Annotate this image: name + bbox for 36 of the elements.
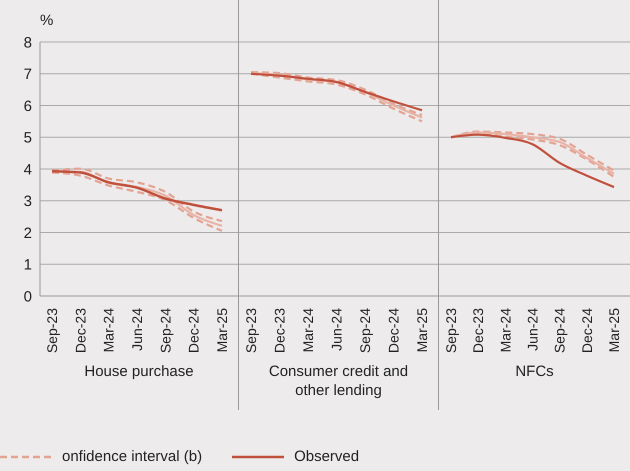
y-tick-label: 2 [24, 224, 32, 242]
x-tick-label: Sep-23 [443, 308, 459, 354]
x-tick-label: Sep-24 [157, 308, 174, 354]
x-tick-label: Mar-25 [214, 308, 230, 352]
x-tick-label: Jun-24 [524, 308, 540, 351]
x-axis-title: NFCs [514, 362, 555, 381]
legend-label: Observed [294, 448, 360, 465]
x-tick-label: Dec-24 [386, 308, 402, 354]
x-tick-label: Sep-24 [552, 308, 568, 354]
y-tick-label: 4 [24, 161, 32, 178]
y-axis-title: % [40, 12, 54, 29]
x-tick-label: Mar-25 [414, 308, 430, 352]
x-tick-label: Mar-24 [300, 308, 316, 352]
y-tick-label: 0 [24, 288, 32, 306]
x-tick-label: Mar-24 [100, 308, 117, 352]
x-tick-label: Dec-23 [72, 308, 88, 354]
y-tick-label: 7 [24, 66, 32, 84]
x-axis-title: House purchase [83, 362, 195, 381]
x-tick-label: Mar-25 [606, 308, 622, 352]
x-tick-label: Jun-24 [129, 308, 145, 351]
y-tick-label: 8 [24, 34, 32, 52]
x-tick-label: Dec-23 [272, 308, 288, 354]
x-tick-label: Dec-24 [578, 308, 595, 354]
y-tick-label: 5 [24, 130, 32, 147]
y-tick-label: 6 [24, 98, 32, 115]
x-tick-label: Dec-24 [186, 308, 202, 354]
x-tick-label: Jun-24 [328, 308, 344, 351]
legend-label: onfidence interval (b) [62, 448, 202, 465]
x-tick-label: Sep-23 [243, 308, 259, 354]
x-tick-label: Sep-23 [44, 308, 60, 354]
y-tick-label: 3 [24, 193, 32, 210]
x-tick-label: Mar-24 [497, 308, 514, 352]
x-axis-title: Consumer credit and other lending [268, 362, 410, 400]
x-tick-label: Sep-24 [357, 308, 373, 354]
y-tick-label: 1 [24, 256, 32, 274]
x-tick-label: Dec-23 [470, 308, 486, 354]
